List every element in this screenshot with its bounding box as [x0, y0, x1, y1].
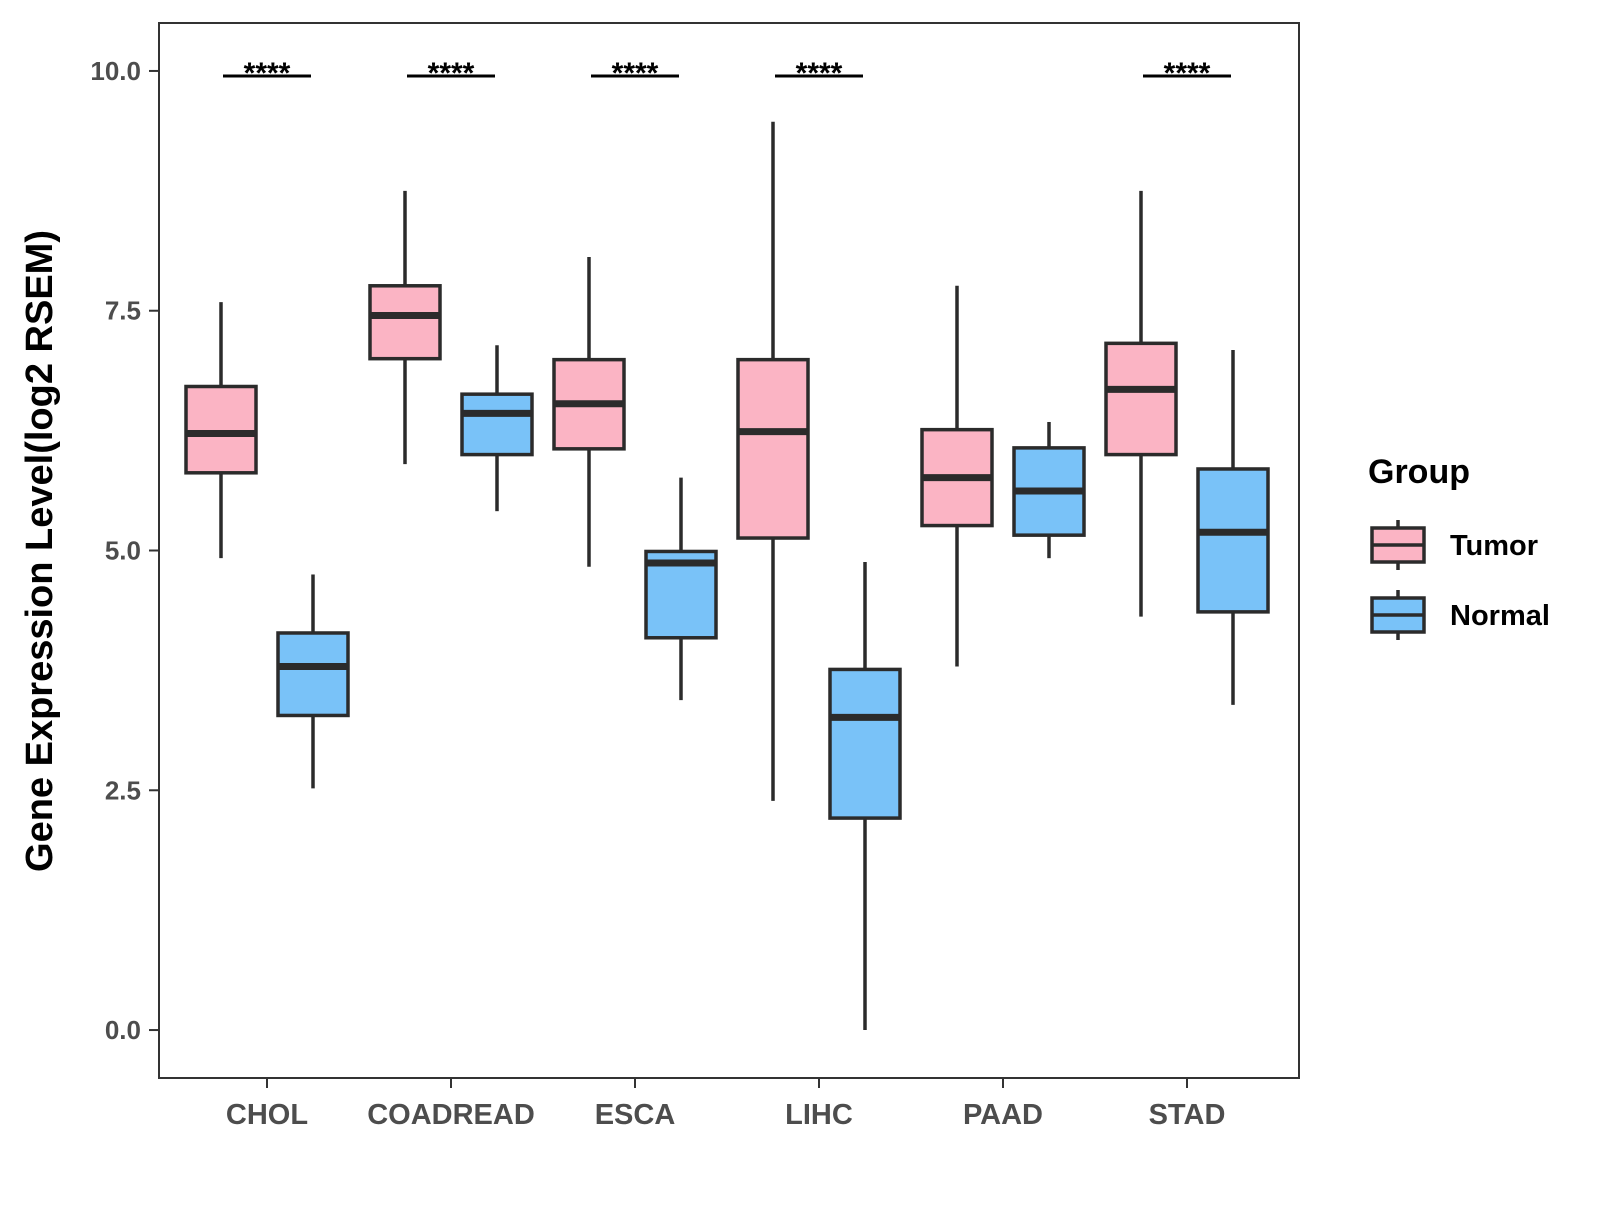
legend-label: Normal [1450, 600, 1550, 632]
box-tumor-paad [920, 285, 994, 667]
x-tick-label-chol: CHOL [226, 1099, 308, 1131]
box-body [736, 357, 810, 540]
significance-coadread: **** [407, 57, 495, 90]
significance-lihc: **** [775, 57, 863, 90]
box-normal-paad [1012, 421, 1086, 559]
box-tumor-stad [1104, 190, 1178, 617]
legend-title: Group [1368, 453, 1470, 491]
box-tumor-chol [184, 302, 258, 559]
box-tumor-esca [552, 257, 626, 567]
significance-stad: **** [1143, 57, 1231, 90]
x-tick-label-esca: ESCA [595, 1099, 676, 1131]
box-body [828, 667, 902, 820]
box-normal-stad [1196, 350, 1270, 705]
x-tick-label-lihc: LIHC [785, 1099, 853, 1131]
significance-label: **** [244, 57, 291, 90]
y-tick-label: 2.5 [105, 775, 141, 805]
y-tick-label: 5.0 [105, 536, 141, 566]
box-normal-chol [276, 574, 350, 789]
box-body [460, 392, 534, 457]
box-normal-esca [644, 477, 718, 701]
x-tick-label-paad: PAAD [963, 1099, 1043, 1131]
significance-esca: **** [591, 57, 679, 90]
box-tumor-lihc [736, 121, 810, 801]
significance-label: **** [612, 57, 659, 90]
x-tick-label-stad: STAD [1149, 1099, 1226, 1131]
plot-panel [158, 22, 1300, 1079]
legend-item-normal: Normal [1370, 590, 1550, 640]
significance-label: **** [428, 57, 475, 90]
box-body [276, 631, 350, 718]
y-tick-label: 10.0 [90, 56, 141, 86]
box-normal-coadread [460, 345, 534, 512]
box-body [1196, 467, 1270, 614]
legend-label: Tumor [1450, 530, 1538, 562]
significance-label: **** [796, 57, 843, 90]
y-axis-label: Gene Expression Level(log2 RSEM) [19, 230, 61, 872]
y-tick-label: 0.0 [105, 1015, 141, 1045]
box-body [1104, 341, 1178, 457]
y-tick-label: 7.5 [105, 296, 141, 326]
x-tick-label-coadread: COADREAD [367, 1099, 535, 1131]
box-body [184, 384, 258, 475]
significance-chol: **** [223, 57, 311, 90]
significance-label: **** [1164, 57, 1211, 90]
legend-item-tumor: Tumor [1370, 520, 1538, 570]
box-body [368, 284, 442, 361]
box-tumor-coadread [368, 190, 442, 465]
box-normal-lihc [828, 562, 902, 1031]
